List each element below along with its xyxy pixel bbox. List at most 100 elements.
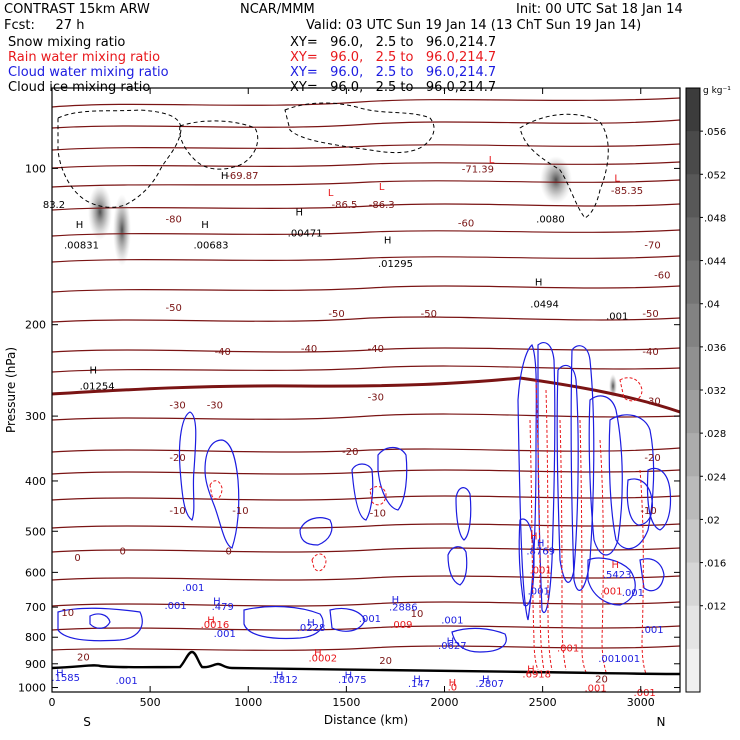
extremum-label: .1585 [51, 673, 80, 684]
colorbar-tick-label: .052 [704, 170, 726, 181]
y-tick-label: 100 [25, 162, 46, 175]
x-tick-label: 500 [140, 696, 161, 709]
isotherm-line [51, 523, 681, 529]
isotherm-line [51, 413, 681, 421]
cloud-contour [243, 605, 324, 640]
x-tick-label: 2500 [529, 696, 557, 709]
cloud-contour [646, 467, 672, 531]
colorbar-segment [686, 562, 700, 607]
colorbar-tick-label: .044 [704, 257, 726, 268]
isotherm-line [51, 143, 681, 151]
x-axis-label: Distance (km) [324, 713, 408, 727]
extremum-label: H [296, 207, 304, 218]
isotherm-label: 20 [595, 674, 608, 685]
rain-contour [579, 419, 587, 673]
isotherm-line [51, 119, 681, 129]
snow-contour [179, 120, 259, 170]
extremum-label: .5423 [603, 570, 632, 581]
extremum-label: L [379, 182, 385, 193]
isotherm-line [51, 255, 681, 263]
colorbar-tick-label: .028 [704, 429, 726, 440]
rain-contour [639, 469, 647, 675]
extremum-label: .1075 [338, 675, 367, 686]
cloud-contour [447, 546, 468, 586]
extremum-label: H [530, 532, 538, 543]
cloud-contour [639, 558, 665, 592]
ice-blob-2 [113, 194, 131, 266]
colorbar-segment [686, 433, 700, 477]
isotherm-label: -30 [207, 401, 223, 412]
isotherm-line [51, 285, 681, 293]
isotherm-label: 0 [225, 547, 231, 558]
rain-contours [209, 377, 647, 675]
extremum-label: .6918 [522, 670, 551, 681]
extremum-label: H [56, 668, 64, 679]
isotherm-line [51, 229, 681, 237]
init-time: Init: 00 UTC Sat 18 Jan 14 [516, 2, 683, 17]
isotherm-line [51, 447, 681, 453]
y-axis-label: Pressure (hPa) [4, 347, 18, 433]
isotherm-label: -40 [642, 347, 658, 358]
extremum-label: H [447, 637, 455, 648]
cloud-contour [517, 344, 537, 621]
extremum-label: .0080 [536, 215, 565, 226]
extremum-label: L [614, 173, 620, 184]
y-tick-label: 500 [25, 525, 46, 538]
isotherm-label: -40 [301, 344, 317, 355]
extremum-label: .001 [165, 601, 187, 612]
extremum-label: .001 [641, 625, 663, 636]
south-label: S [83, 715, 91, 729]
extremum-label: .0 [448, 682, 458, 693]
extremum-label: H [384, 235, 392, 246]
extremum-label: H [314, 648, 322, 659]
isotherm-label: -40 [368, 344, 384, 355]
y-tick-label: 900 [25, 658, 46, 671]
x-tick-label: 1500 [332, 696, 360, 709]
snow-contour [57, 109, 182, 208]
extremum-label: .147 [408, 679, 430, 690]
colorbar-tick-label: .024 [704, 472, 726, 483]
x-tick-label: 1000 [234, 696, 262, 709]
isotherm-line [51, 547, 681, 553]
extremum-label: .01254 [80, 382, 115, 393]
title-center: NCAR/MMM [240, 2, 315, 17]
colorbar-segment [686, 303, 700, 348]
field-snow-xy: XY= 96.0, 2.5 to 96.0,214.7 [290, 35, 497, 50]
plot-frame [51, 87, 681, 693]
field-snow-name: Snow mixing ratio [8, 35, 126, 50]
isotherm-line [51, 347, 681, 353]
cloud-contour [587, 557, 636, 606]
extremum-label: H [89, 366, 97, 377]
extremum-label: H [213, 597, 221, 608]
x-tick-label: 2000 [431, 696, 459, 709]
isotherm-label: -20 [342, 447, 358, 458]
isotherm-label: -30 [644, 397, 660, 408]
cloud-contour [329, 607, 366, 632]
isotherm-line [51, 365, 681, 373]
cloud-contour [178, 411, 197, 521]
isotherm-label: -70 [644, 240, 660, 251]
colorbar-tick-label: .012 [704, 602, 726, 613]
colorbar-segment [686, 260, 700, 305]
x-tick-label: 0 [49, 696, 56, 709]
extremum-label: .001 [557, 644, 579, 655]
isotherm-line [51, 203, 681, 211]
colorbar-tick-label: .02 [704, 515, 720, 526]
extremum-label: .1812 [269, 675, 298, 686]
extremum-label: .001 [598, 654, 620, 665]
extremum-label: 83.2 [43, 200, 65, 211]
extremum-label: H [535, 277, 543, 288]
forecast-hour: Fcst: 27 h [4, 18, 85, 33]
field-rain-name: Rain water mixing ratio [8, 50, 161, 65]
cloud-contour [204, 439, 240, 549]
extremum-label: .001 [528, 586, 550, 597]
extremum-label: .2807 [475, 679, 504, 690]
y-tick-label: 800 [25, 631, 46, 644]
extremum-label: .00831 [64, 240, 99, 251]
terrain-line [51, 650, 681, 676]
extremum-label: H [201, 220, 209, 231]
title-left: CONTRAST 15km ARW [4, 2, 150, 17]
isotherm-label: -50 [166, 303, 182, 314]
extremum-label: H [221, 171, 229, 182]
